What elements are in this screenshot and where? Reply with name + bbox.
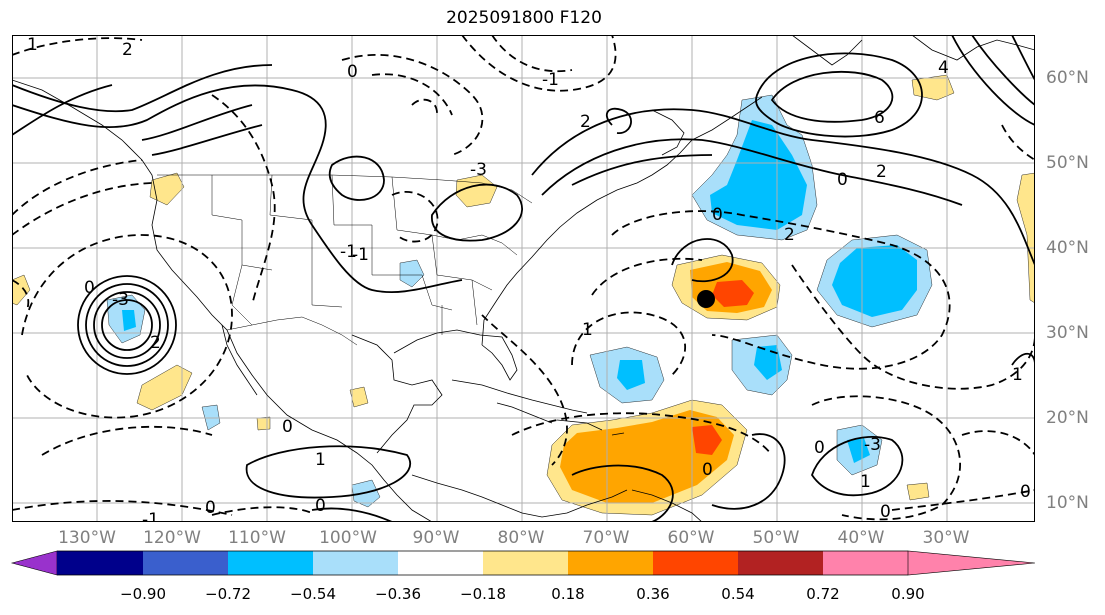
positive-anomaly-region (455, 174, 498, 208)
contour-label: 2 (876, 162, 887, 182)
colorbar-extend-high (907, 550, 1036, 576)
colorbar-segment (653, 551, 738, 575)
colorbar-tick-label: 0.90 (891, 585, 925, 603)
contour-label: -1 (542, 70, 559, 90)
positive-anomaly-region (149, 172, 185, 206)
colorbar-segment (57, 551, 143, 575)
contour-label: 0 (712, 205, 723, 225)
longitude-label: 30°W (922, 528, 970, 548)
contour-label: -1 (340, 242, 357, 262)
contour-label: -3 (470, 160, 487, 180)
colorbar-segment (398, 551, 483, 575)
contour-label: 0 (814, 438, 825, 458)
longitude-label: 120°W (143, 528, 201, 548)
contour-label: 2 (150, 333, 161, 353)
negative-anomaly-region (710, 120, 807, 230)
positive-anomaly-region (906, 482, 930, 501)
latitude-label: 30°N (1046, 323, 1089, 343)
latitude-label: 10°N (1046, 493, 1089, 513)
longitude-label: 80°W (497, 528, 545, 548)
contour-label: -3 (112, 290, 129, 310)
colorbar (10, 550, 1036, 576)
longitude-label: 130°W (58, 528, 116, 548)
latitude-label: 50°N (1046, 153, 1089, 173)
longitude-label: 40°W (837, 528, 885, 548)
longitude-label: 110°W (228, 528, 286, 548)
colorbar-segment (568, 551, 653, 575)
colorbar-segment (483, 551, 568, 575)
longitude-label: 70°W (582, 528, 630, 548)
contour-label: 0 (347, 62, 358, 82)
contour-label: 2 (784, 225, 795, 245)
forecast-map: 0 2 1 2 2 6 4 0 -1 -3 1 0 0 0 -1 0 1 0 -… (12, 35, 1035, 522)
negative-anomaly-region (617, 360, 645, 390)
negative-anomaly-region (399, 259, 425, 288)
shaded-regions (12, 74, 1035, 516)
contour-label: 0 (84, 278, 95, 298)
negative-anomaly-region (754, 345, 782, 380)
latitude-label: 60°N (1046, 68, 1089, 88)
longitude-label: 60°W (667, 528, 715, 548)
positive-anomaly-region (560, 410, 734, 503)
contour-label: 0 (702, 460, 713, 480)
contour-label: 1 (860, 472, 871, 492)
graticule (12, 35, 1035, 522)
negative-anomaly-region (847, 438, 870, 463)
longitude-label: 100°W (319, 528, 377, 548)
contour-label: 1 (582, 320, 593, 340)
colorbar-tick-label: 0.72 (806, 585, 840, 603)
positive-anomaly-region (712, 280, 754, 307)
colorbar-tick-label: −0.54 (290, 585, 336, 603)
positive-anomaly-region (256, 416, 271, 431)
colorbar-segment (228, 551, 313, 575)
colorbar-segment (313, 551, 398, 575)
map-title: 2025091800 F120 (446, 8, 602, 28)
contour-label: 2 (122, 40, 133, 60)
colorbar-tick-label: 0.36 (636, 585, 670, 603)
contour-label: 2 (580, 112, 591, 132)
contour-label: 6 (874, 108, 885, 128)
contour-label: 0 (315, 496, 326, 516)
colorbar-tick-label: −0.72 (205, 585, 251, 603)
colorbar-tick-label: 0.54 (721, 585, 755, 603)
contour-label: 1 (315, 450, 326, 470)
solid-contours (12, 35, 1035, 522)
colorbar-tick-label: −0.18 (460, 585, 506, 603)
contour-label: -1 (352, 245, 369, 265)
positive-anomaly-region (1016, 172, 1035, 304)
latitude-label: 40°N (1046, 238, 1089, 258)
storm-marker[interactable] (697, 290, 715, 308)
colorbar-tick-label: 0.18 (551, 585, 585, 603)
colorbar-tick-label: −0.36 (375, 585, 421, 603)
contour-label: 0 (880, 502, 891, 522)
contour-label: -3 (864, 435, 881, 455)
contour-label: 4 (938, 58, 949, 78)
longitude-label: 90°W (412, 528, 460, 548)
colorbar-segment (738, 551, 823, 575)
contour-label: 0 (1020, 482, 1031, 502)
colorbar-segment (143, 551, 228, 575)
contour-label: -1 (142, 510, 159, 522)
contour-label: 0 (205, 498, 216, 518)
longitude-label: 50°W (752, 528, 800, 548)
colorbar-segment (823, 551, 908, 575)
contour-label: 1 (1012, 365, 1023, 385)
contour-label: 0 (282, 417, 293, 437)
contour-label: 1 (27, 35, 38, 55)
colorbar-extend-low (10, 550, 58, 576)
negative-anomaly-region (832, 245, 917, 317)
positive-anomaly-region (349, 386, 369, 408)
colorbar-tick-label: −0.90 (120, 585, 166, 603)
negative-anomaly-region (122, 310, 136, 331)
dashed-contours (12, 35, 1035, 521)
positive-anomaly-region (692, 425, 722, 455)
latitude-label: 20°N (1046, 408, 1089, 428)
contour-label: 0 (837, 170, 848, 190)
